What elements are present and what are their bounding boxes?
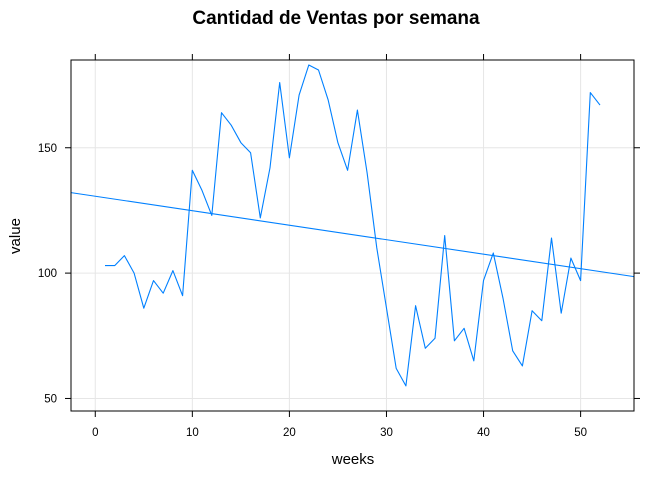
data-point (124, 255, 125, 256)
data-point (114, 265, 115, 266)
data-point (561, 313, 562, 314)
data-point (221, 112, 222, 113)
data-point (493, 252, 494, 253)
x-tick-label: 50 (574, 427, 587, 439)
y-axis-label: value (7, 218, 24, 254)
data-point (192, 170, 193, 171)
data-point (464, 328, 465, 329)
data-layer (70, 64, 635, 387)
data-point (366, 172, 367, 173)
data-point (289, 157, 290, 158)
data-point (240, 142, 241, 143)
data-point (541, 320, 542, 321)
data-point (473, 360, 474, 361)
data-point (522, 365, 523, 366)
axis-ticks: 0 10 20 30 40 50 50 100 150 (38, 54, 640, 439)
data-point (328, 100, 329, 101)
data-point (182, 295, 183, 296)
data-point (231, 125, 232, 126)
data-point (269, 167, 270, 168)
data-point (580, 280, 581, 281)
x-tick-label: 30 (380, 427, 393, 439)
data-point (279, 82, 280, 83)
x-axis-label: weeks (331, 451, 375, 468)
data-point (425, 348, 426, 349)
data-point (454, 340, 455, 341)
data-point (299, 95, 300, 96)
data-point (551, 237, 552, 238)
data-point (250, 152, 251, 153)
x-tick-label: 0 (92, 427, 98, 439)
data-point (570, 257, 571, 258)
data-point (444, 235, 445, 236)
data-point (153, 280, 154, 281)
data-point (531, 310, 532, 311)
chart-title: Cantidad de Ventas por semana (192, 8, 480, 29)
data-point (260, 217, 261, 218)
data-point (512, 350, 513, 351)
data-point (211, 215, 212, 216)
data-point (347, 170, 348, 171)
data-point (163, 293, 164, 294)
y-tick-label: 50 (44, 393, 57, 405)
data-point (172, 270, 173, 271)
data-point (599, 105, 600, 106)
x-tick-label: 20 (283, 427, 296, 439)
data-point (590, 92, 591, 93)
x-tick-label: 10 (186, 427, 199, 439)
data-point (415, 305, 416, 306)
data-point (201, 190, 202, 191)
plot-frame (70, 59, 635, 412)
data-point (104, 265, 105, 266)
data-point (434, 338, 435, 339)
trend-line (70, 192, 635, 278)
data-point (483, 280, 484, 281)
data-point (376, 247, 377, 248)
y-tick-label: 150 (38, 143, 57, 155)
data-point (143, 308, 144, 309)
y-tick-label: 100 (38, 268, 57, 280)
grid (71, 60, 634, 411)
data-point (502, 298, 503, 299)
data-point (405, 385, 406, 386)
series-line (105, 64, 601, 387)
data-point (133, 273, 134, 274)
data-point (337, 142, 338, 143)
data-point (308, 64, 309, 65)
data-point (357, 110, 358, 111)
data-point (318, 69, 319, 70)
x-tick-label: 40 (477, 427, 490, 439)
data-point (386, 308, 387, 309)
data-point (396, 368, 397, 369)
